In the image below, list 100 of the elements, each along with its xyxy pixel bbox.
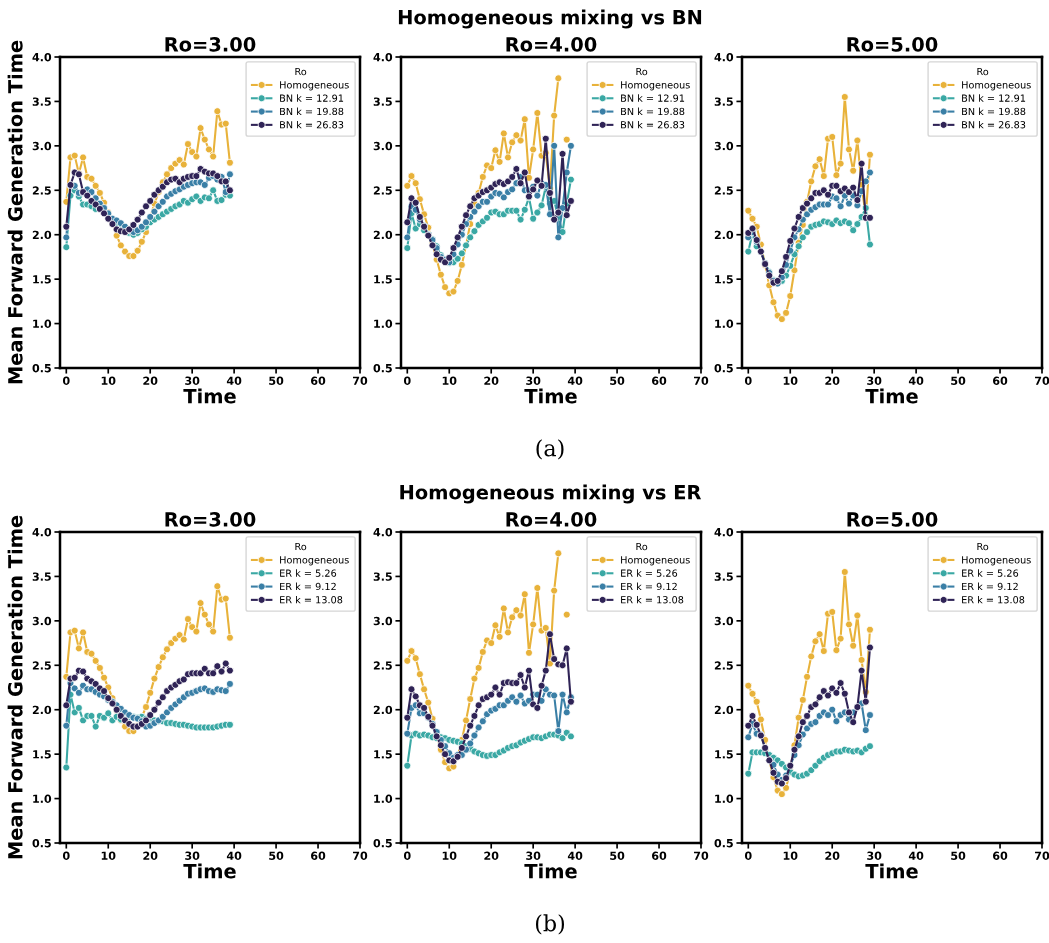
legend-label: BN k = 19.88 bbox=[621, 107, 685, 116]
x-axis-title: Time bbox=[865, 388, 918, 404]
x-tick-label: 30 bbox=[185, 851, 200, 860]
x-tick-label: 40 bbox=[226, 851, 242, 860]
y-tick-label: 3.5 bbox=[714, 97, 733, 106]
y-tick-label: 4.0 bbox=[714, 527, 734, 537]
chart-title: Ro=4.00 bbox=[506, 37, 597, 52]
y-tick-label: 3.5 bbox=[32, 572, 51, 581]
legend-label: BN k = 26.83 bbox=[621, 120, 685, 129]
y-tick-label: 3.0 bbox=[373, 616, 393, 626]
legend-label: Homogeneous bbox=[621, 81, 690, 91]
legend-title: Ro bbox=[295, 542, 307, 551]
y-tick-label: 1.0 bbox=[715, 794, 734, 803]
x-tick-label: 10 bbox=[442, 851, 457, 860]
x-tick-label: 70 bbox=[353, 851, 368, 860]
x-axis-title: Time bbox=[183, 863, 236, 879]
legend-label: BN k = 12.91 bbox=[280, 94, 344, 102]
legend-label: ER k = 13.08 bbox=[962, 595, 1025, 604]
x-tick-label: 10 bbox=[101, 851, 116, 860]
y-tick-label: 2.0 bbox=[32, 705, 52, 715]
y-tick-label: 0.5 bbox=[714, 838, 733, 848]
x-tick-label: 0 bbox=[744, 376, 752, 385]
y-tick-label: 1.5 bbox=[374, 750, 392, 759]
x-tick-label: 70 bbox=[694, 851, 709, 860]
legend-label: ER k = 13.08 bbox=[621, 595, 684, 604]
x-tick-label: 20 bbox=[143, 376, 158, 385]
y-tick-label: 1.0 bbox=[374, 319, 393, 328]
legend-title: Ro bbox=[295, 67, 307, 76]
y-tick-label: 3.5 bbox=[373, 97, 392, 106]
y-tick-label: 0.5 bbox=[714, 363, 733, 373]
legend-label: BN k = 26.83 bbox=[962, 120, 1026, 129]
y-tick-label: 4.0 bbox=[32, 52, 52, 62]
x-tick-label: 50 bbox=[269, 851, 284, 860]
y-tick-label: 1.5 bbox=[33, 275, 51, 284]
y-tick-label: 0.5 bbox=[32, 363, 51, 373]
legend-title: Ro bbox=[636, 542, 648, 551]
y-tick-label: 3.0 bbox=[714, 616, 734, 626]
x-axis-title: Time bbox=[524, 863, 577, 879]
legend-label: ER k = 9.12 bbox=[280, 582, 336, 591]
x-tick-label: 70 bbox=[694, 376, 709, 385]
y-tick-label: 4.0 bbox=[32, 527, 52, 537]
x-tick-label: 70 bbox=[1035, 851, 1049, 860]
x-tick-label: 10 bbox=[101, 376, 116, 385]
legend-label: Homogeneous bbox=[280, 556, 349, 566]
y-tick-label: 3.5 bbox=[714, 572, 733, 581]
y-tick-label: 4.0 bbox=[714, 52, 734, 62]
x-tick-label: 50 bbox=[610, 851, 625, 860]
x-tick-label: 50 bbox=[951, 851, 966, 860]
y-tick-label: 2.0 bbox=[373, 705, 393, 715]
y-tick-label: 3.5 bbox=[373, 572, 392, 581]
y-tick-label: 2.0 bbox=[714, 705, 734, 715]
x-axis-title: Time bbox=[183, 388, 236, 404]
legend-title: Ro bbox=[977, 542, 989, 551]
y-tick-label: 2.5 bbox=[373, 186, 392, 195]
y-tick-label: 2.5 bbox=[32, 186, 51, 195]
x-tick-label: 0 bbox=[403, 851, 411, 860]
x-axis-title: Time bbox=[524, 388, 577, 404]
legend-label: ER k = 9.12 bbox=[962, 582, 1018, 591]
x-tick-label: 20 bbox=[484, 851, 499, 860]
y-tick-label: 3.0 bbox=[32, 141, 52, 151]
x-tick-label: 0 bbox=[403, 376, 411, 385]
x-tick-label: 30 bbox=[526, 376, 541, 385]
y-tick-label: 4.0 bbox=[373, 52, 393, 62]
y-tick-label: 4.0 bbox=[373, 527, 393, 537]
x-tick-label: 40 bbox=[908, 851, 924, 860]
y-tick-label: 2.0 bbox=[373, 230, 393, 240]
chart-title: Ro=3.00 bbox=[165, 37, 256, 52]
y-tick-label: 3.5 bbox=[32, 97, 51, 106]
x-tick-label: 60 bbox=[652, 376, 667, 385]
chart-title: Ro=5.00 bbox=[847, 37, 938, 52]
legend-label: ER k = 9.12 bbox=[621, 582, 677, 591]
x-tick-label: 30 bbox=[526, 851, 541, 860]
legend-label: BN k = 19.88 bbox=[280, 107, 344, 116]
text: (b) bbox=[535, 914, 565, 935]
x-tick-label: 70 bbox=[1035, 376, 1049, 385]
x-tick-label: 40 bbox=[226, 376, 242, 385]
legend-label: ER k = 5.26 bbox=[962, 569, 1019, 577]
x-tick-label: 30 bbox=[185, 376, 200, 385]
text: (a) bbox=[536, 439, 564, 460]
y-tick-label: 2.5 bbox=[373, 661, 392, 670]
y-tick-label: 2.5 bbox=[32, 661, 51, 670]
text: Homogeneous mixing vs ER bbox=[400, 484, 702, 504]
y-tick-label: 3.0 bbox=[714, 141, 734, 151]
y-tick-label: 2.5 bbox=[714, 661, 733, 670]
x-tick-label: 10 bbox=[783, 851, 798, 860]
legend-label: BN k = 12.91 bbox=[962, 94, 1026, 102]
y-tick-label: 0.5 bbox=[373, 838, 392, 848]
y-tick-label: 1.5 bbox=[715, 275, 733, 284]
legend-label: ER k = 13.08 bbox=[280, 595, 343, 604]
y-tick-label: 2.0 bbox=[32, 230, 52, 240]
x-axis-title: Time bbox=[865, 863, 918, 879]
chart-title: Ro=3.00 bbox=[165, 512, 256, 527]
x-tick-label: 60 bbox=[993, 851, 1008, 860]
x-tick-label: 40 bbox=[908, 376, 924, 385]
x-tick-label: 60 bbox=[311, 376, 326, 385]
y-tick-label: 3.0 bbox=[373, 141, 393, 151]
x-tick-label: 50 bbox=[269, 376, 284, 385]
x-tick-label: 30 bbox=[867, 376, 882, 385]
x-tick-label: 20 bbox=[143, 851, 158, 860]
legend-label: BN k = 12.91 bbox=[621, 94, 685, 102]
